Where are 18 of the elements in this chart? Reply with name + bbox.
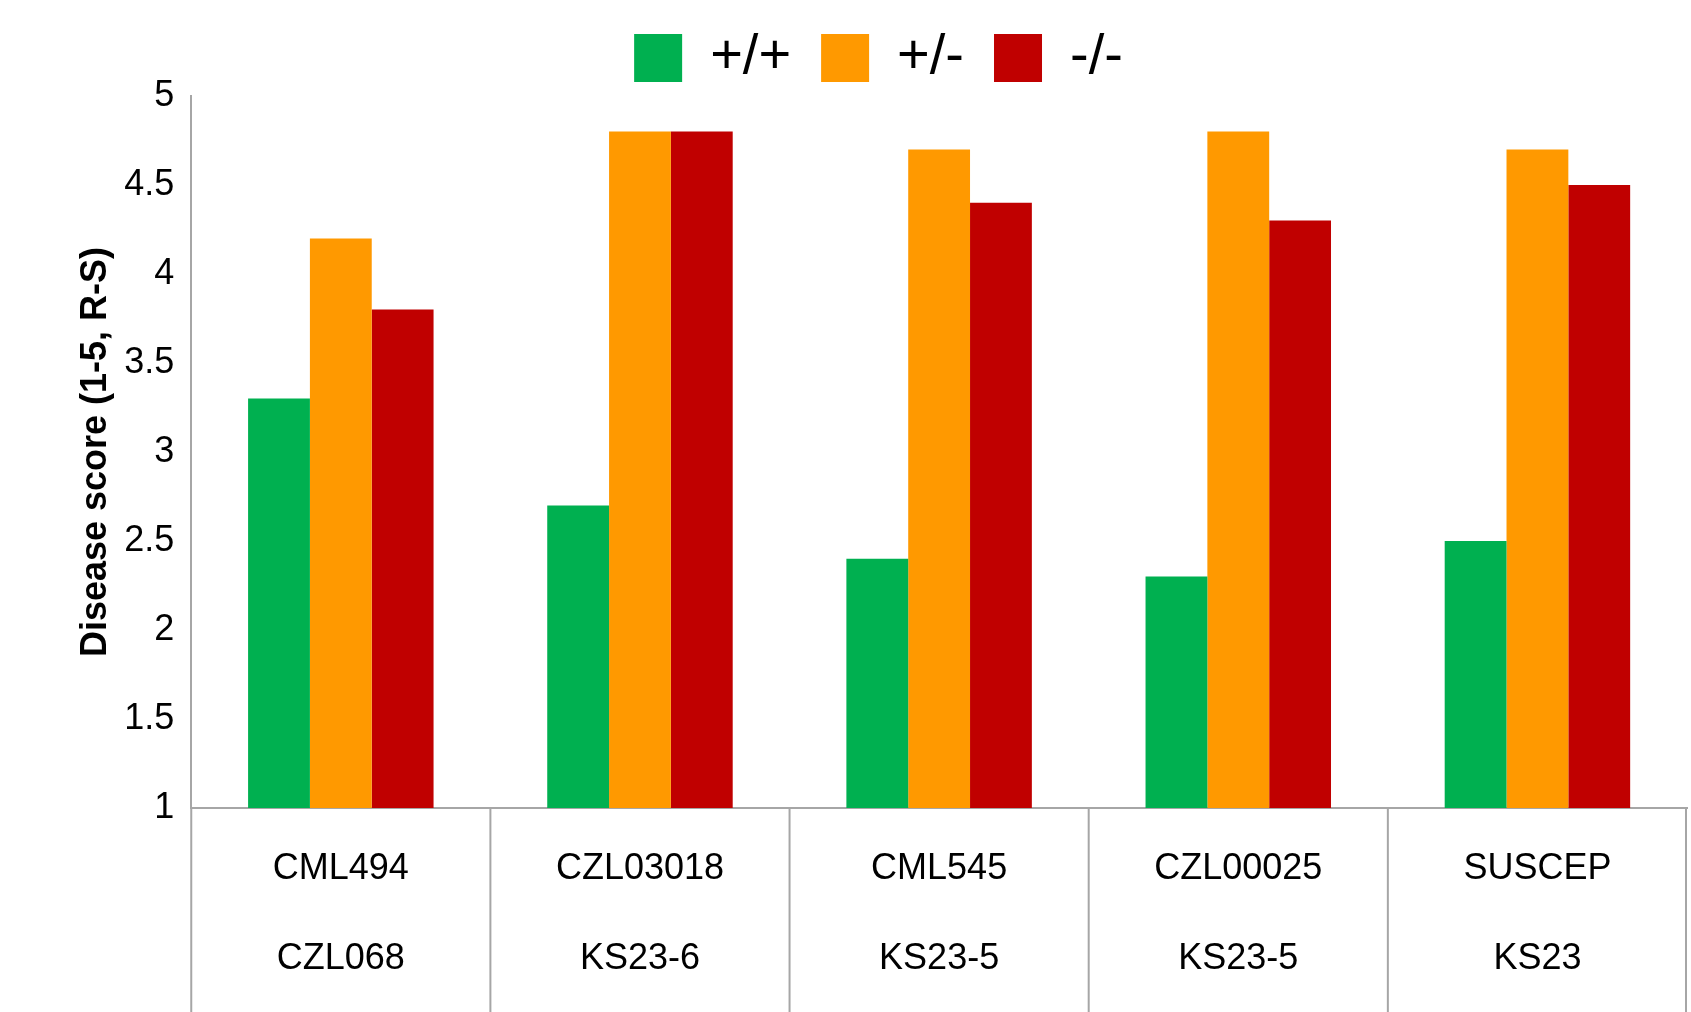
y-tick-label: 1 [154, 784, 175, 826]
y-axis-title: Disease score (1-5, R-S) [72, 246, 114, 658]
category-label: CZL00025 KS23-5 [1154, 845, 1323, 977]
y-tick-label: 5 [154, 72, 175, 114]
y-tick-label: 2.5 [124, 517, 175, 559]
y-tick-label: 3 [154, 428, 175, 470]
category-label: CZL03018 KS23-6 [555, 845, 725, 977]
category-label: CML545 KS23-5 [871, 845, 1008, 977]
y-tick-label: 3.5 [124, 339, 175, 381]
y-tick-label: 1.5 [124, 695, 175, 737]
y-tick-label: 4 [154, 250, 175, 292]
y-tick-label: 2 [154, 606, 175, 648]
legend-label: -/- [1070, 22, 1123, 86]
category-label: CML494 CZL068 [272, 845, 409, 977]
y-tick-label: 4.5 [124, 161, 175, 203]
category-label: SUSCEP KS23 [1463, 845, 1612, 977]
legend-label: +/- [897, 22, 965, 86]
legend-label: +/+ [710, 22, 792, 86]
